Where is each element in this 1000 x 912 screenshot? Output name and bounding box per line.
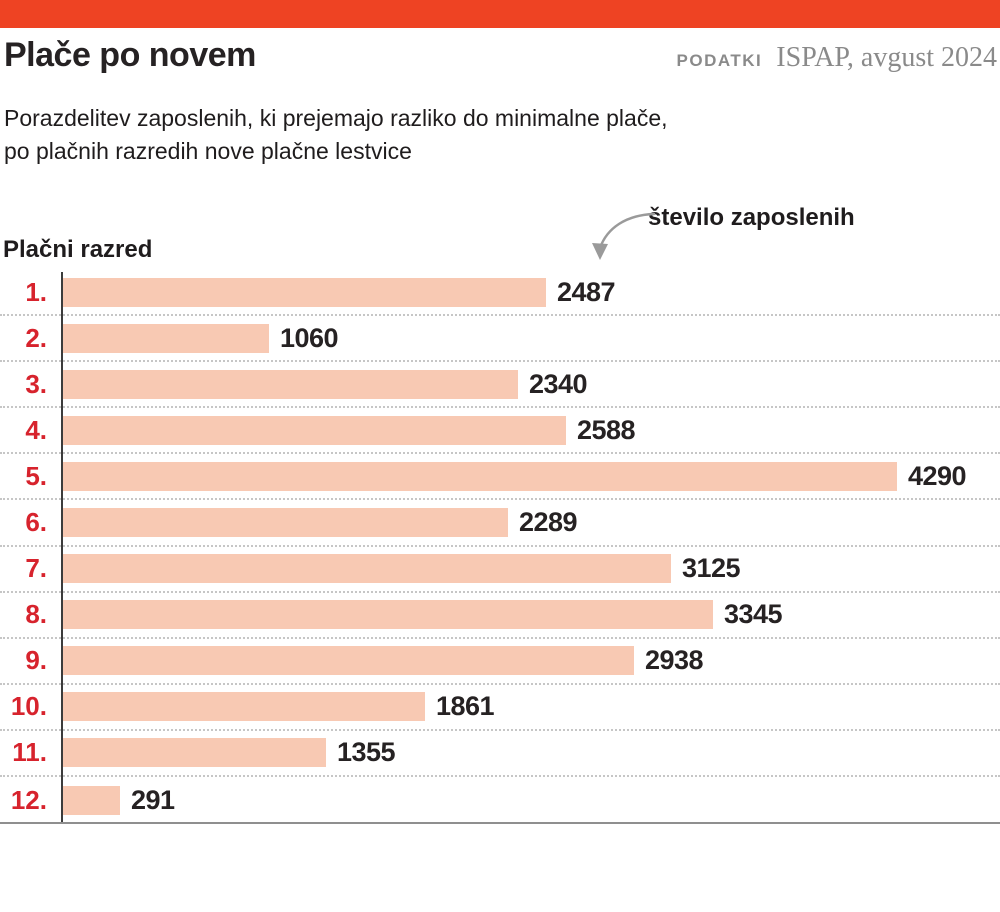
curved-arrow-down-left-icon	[592, 212, 656, 260]
category-label: 10.	[10, 691, 47, 722]
value-label: 1355	[337, 737, 396, 768]
annotation-label: število zaposlenih	[648, 204, 855, 231]
chart-row: 8. 3345	[0, 593, 1000, 639]
y-axis-title: Plačni razred	[3, 236, 153, 263]
category-label: 11.	[12, 737, 47, 768]
chart-row: 12. 291	[0, 777, 1000, 823]
category-label: 5.	[25, 460, 47, 491]
chart-row: 4. 2588	[0, 408, 1000, 455]
category-label: 9.	[25, 645, 47, 676]
bar	[63, 323, 269, 353]
value-label: 2289	[519, 507, 578, 538]
value-label: 2588	[577, 414, 636, 445]
y-axis-line	[61, 272, 63, 822]
value-label: 2340	[529, 368, 588, 399]
bar	[63, 277, 546, 307]
chart-row: 7. 3125	[0, 547, 1000, 593]
chart-row: 6. 2289	[0, 500, 1000, 547]
bar	[63, 415, 566, 445]
bar	[63, 785, 120, 815]
category-label: 7.	[25, 553, 47, 584]
value-label: 4290	[908, 460, 967, 491]
chart-row: 5. 4290	[0, 454, 1000, 501]
bar	[63, 600, 713, 630]
chart-subtitle: Porazdelitev zaposlenih, ki prejemajo ra…	[4, 102, 668, 168]
bar-chart: 1. 2487 2. 1060 3. 2340 4. 2588 5. 4290 6. 2289 7. 31…	[0, 270, 1000, 824]
bar	[63, 461, 897, 491]
source-value: ISPAP, avgust 2024	[776, 42, 997, 73]
category-label: 1.	[25, 276, 47, 307]
bar	[63, 554, 671, 584]
category-label: 6.	[25, 507, 47, 538]
chart-row: 1. 2487	[0, 270, 1000, 317]
chart-row: 11. 1355	[0, 731, 1000, 778]
chart-row: 3. 2340	[0, 362, 1000, 409]
subtitle-line-1: Porazdelitev zaposlenih, ki prejemajo ra…	[4, 105, 668, 131]
value-label: 291	[131, 784, 175, 815]
category-label: 3.	[25, 368, 47, 399]
chart-rows: 1. 2487 2. 1060 3. 2340 4. 2588 5. 4290 6. 2289 7. 31…	[0, 270, 1000, 823]
category-label: 12.	[10, 784, 47, 815]
accent-top-bar	[0, 0, 1000, 28]
header: Plače po novem PODATKI ISPAP, avgust 202…	[4, 36, 997, 75]
source-label: PODATKI	[676, 51, 763, 70]
chart-row: 9. 2938	[0, 639, 1000, 685]
chart-row: 10. 1861	[0, 685, 1000, 731]
data-source: PODATKI ISPAP, avgust 2024	[677, 42, 997, 74]
category-label: 8.	[25, 599, 47, 630]
bar	[63, 646, 634, 676]
category-label: 4.	[25, 414, 47, 445]
bar	[63, 692, 425, 722]
bar	[63, 369, 518, 399]
value-label: 2487	[557, 276, 616, 307]
page-title: Plače po novem	[4, 36, 256, 74]
subtitle-line-2: po plačnih razredih nove plačne lestvice	[4, 138, 412, 164]
bar	[63, 508, 508, 538]
value-label: 2938	[645, 645, 704, 676]
bar	[63, 738, 326, 768]
value-label: 1861	[436, 691, 495, 722]
value-label: 3125	[682, 553, 741, 584]
category-label: 2.	[25, 322, 47, 353]
chart-row: 2. 1060	[0, 316, 1000, 363]
value-label: 1060	[280, 322, 339, 353]
value-label: 3345	[724, 599, 783, 630]
